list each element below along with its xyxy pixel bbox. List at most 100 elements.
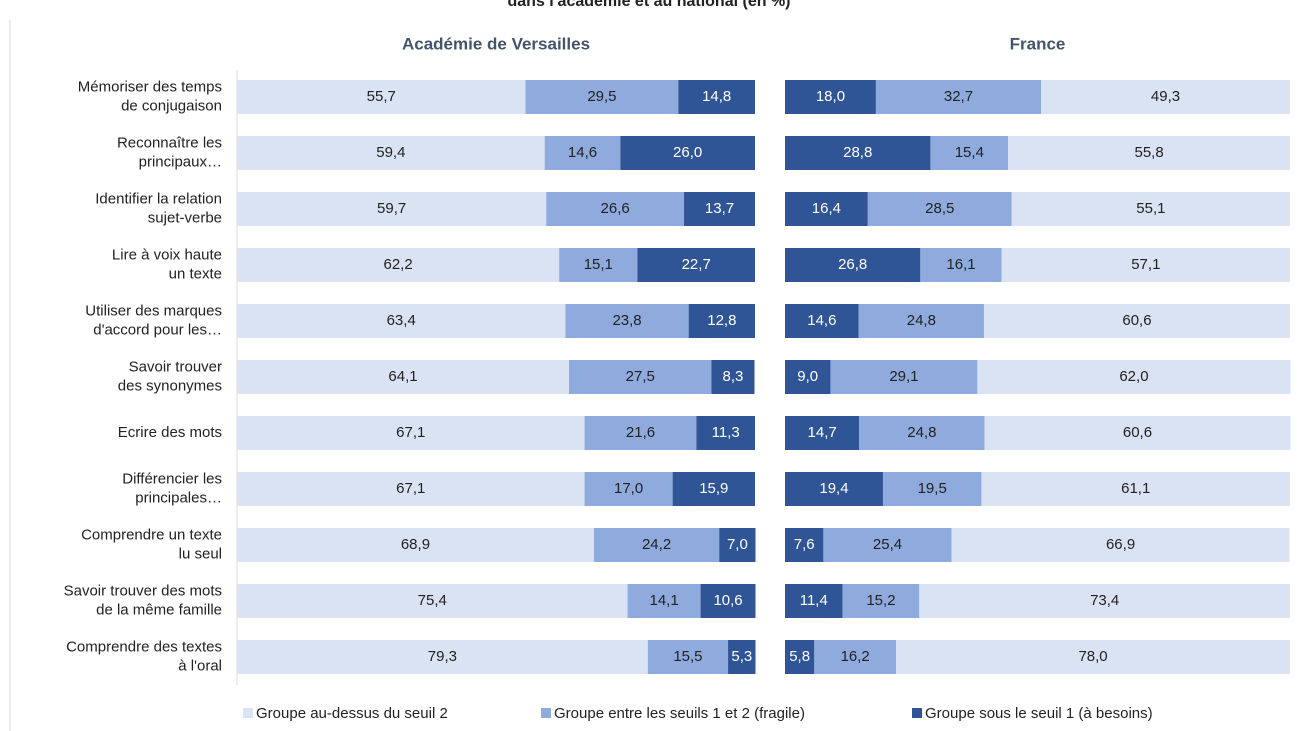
category-label: Ecrire des mots bbox=[118, 424, 222, 441]
value-label: 55,7 bbox=[367, 88, 396, 105]
legend-label: Groupe sous le seuil 1 (à besoins) bbox=[925, 705, 1153, 722]
value-label: 61,1 bbox=[1121, 480, 1150, 497]
bar-segment bbox=[1011, 192, 1290, 226]
bar-segment bbox=[984, 416, 1291, 450]
category-label: Différencier les bbox=[122, 470, 222, 487]
value-label: 8,3 bbox=[723, 368, 744, 385]
value-label: 15,1 bbox=[584, 256, 613, 273]
value-label: 24,8 bbox=[907, 312, 936, 329]
bar-segment bbox=[237, 416, 585, 450]
category-label: sujet-verbe bbox=[148, 209, 222, 226]
category-label: principaux… bbox=[139, 153, 222, 170]
value-label: 55,1 bbox=[1136, 200, 1165, 217]
value-label: 21,6 bbox=[626, 424, 655, 441]
value-label: 22,7 bbox=[682, 256, 711, 273]
bar-segment bbox=[237, 304, 566, 338]
category-label: Savoir trouver bbox=[129, 358, 222, 375]
category-label: de la même famille bbox=[96, 601, 222, 618]
legend-label: Groupe au-dessus du seuil 2 bbox=[256, 705, 448, 722]
bar-segment bbox=[920, 248, 1002, 282]
bar-segment bbox=[1041, 80, 1290, 114]
category-label: un texte bbox=[169, 265, 222, 282]
bar-segment bbox=[785, 80, 876, 114]
bar-segment bbox=[237, 584, 628, 618]
bar-segment bbox=[785, 360, 831, 394]
value-label: 13,7 bbox=[705, 200, 734, 217]
category-label: de conjugaison bbox=[121, 97, 222, 114]
bar-segment bbox=[951, 528, 1290, 562]
value-label: 24,2 bbox=[642, 536, 671, 553]
legend-swatch bbox=[912, 708, 922, 718]
value-label: 62,2 bbox=[383, 256, 412, 273]
bar-segment bbox=[688, 304, 755, 338]
value-label: 15,2 bbox=[866, 592, 895, 609]
legend-label: Groupe entre les seuils 1 et 2 (fragile) bbox=[554, 705, 805, 722]
value-label: 79,3 bbox=[428, 648, 457, 665]
value-label: 14,7 bbox=[808, 424, 837, 441]
value-label: 27,5 bbox=[626, 368, 655, 385]
bar-segment bbox=[1008, 136, 1290, 170]
value-label: 73,4 bbox=[1090, 592, 1119, 609]
bar-segment bbox=[1001, 248, 1290, 282]
value-label: 15,4 bbox=[955, 144, 984, 161]
category-label: Mémoriser des temps bbox=[78, 78, 222, 95]
bar-segment bbox=[647, 640, 729, 674]
bar-segment bbox=[823, 528, 952, 562]
value-label: 32,7 bbox=[944, 88, 973, 105]
value-label: 11,3 bbox=[712, 424, 740, 441]
category-label: des synonymes bbox=[118, 377, 222, 394]
bar-segment bbox=[237, 192, 547, 226]
value-label: 14,6 bbox=[807, 312, 836, 329]
value-label: 25,4 bbox=[873, 536, 902, 553]
value-label: 11,4 bbox=[800, 592, 828, 609]
bar-segment bbox=[785, 472, 883, 506]
bar-segment bbox=[919, 584, 1290, 618]
category-label: d'accord pour les… bbox=[93, 321, 222, 338]
value-label: 23,8 bbox=[612, 312, 641, 329]
bar-segment bbox=[785, 192, 868, 226]
value-label: 29,5 bbox=[587, 88, 616, 105]
bar-segment bbox=[700, 584, 756, 618]
bar-segment bbox=[672, 472, 755, 506]
category-label: Lire à voix haute bbox=[112, 246, 222, 263]
bar-segment bbox=[237, 136, 545, 170]
bar-segment bbox=[785, 640, 815, 674]
category-label: Reconnaître les bbox=[117, 134, 222, 151]
value-label: 15,9 bbox=[699, 480, 728, 497]
value-label: 14,8 bbox=[702, 88, 731, 105]
value-label: 14,1 bbox=[649, 592, 678, 609]
category-label: principales… bbox=[135, 489, 222, 506]
bar-segment bbox=[237, 80, 526, 114]
value-label: 59,4 bbox=[376, 144, 405, 161]
value-label: 28,8 bbox=[843, 144, 872, 161]
bar-segment bbox=[525, 80, 679, 114]
value-label: 17,0 bbox=[614, 480, 643, 497]
bar-segment bbox=[569, 360, 712, 394]
value-label: 5,8 bbox=[789, 648, 810, 665]
bar-segment bbox=[981, 472, 1290, 506]
value-label: 67,1 bbox=[396, 480, 425, 497]
value-label: 19,4 bbox=[819, 480, 848, 497]
category-label: Comprendre des textes bbox=[66, 638, 222, 655]
value-label: 24,8 bbox=[907, 424, 936, 441]
bar-segment bbox=[785, 528, 824, 562]
bar-segment bbox=[814, 640, 897, 674]
bar-segment bbox=[593, 528, 720, 562]
value-label: 68,9 bbox=[401, 536, 430, 553]
value-label: 49,3 bbox=[1151, 88, 1180, 105]
bar-segment bbox=[977, 360, 1291, 394]
value-label: 9,0 bbox=[797, 368, 818, 385]
bar-segment bbox=[785, 304, 859, 338]
value-label: 12,8 bbox=[707, 312, 736, 329]
value-label: 60,6 bbox=[1122, 312, 1151, 329]
value-label: 16,1 bbox=[946, 256, 975, 273]
category-label: lu seul bbox=[179, 545, 222, 562]
bar-segment bbox=[627, 584, 701, 618]
value-label: 15,5 bbox=[673, 648, 702, 665]
bar-segment bbox=[584, 472, 673, 506]
value-label: 55,8 bbox=[1135, 144, 1164, 161]
value-label: 7,6 bbox=[794, 536, 815, 553]
value-label: 59,7 bbox=[377, 200, 406, 217]
category-label: Comprendre un texte bbox=[81, 526, 222, 543]
